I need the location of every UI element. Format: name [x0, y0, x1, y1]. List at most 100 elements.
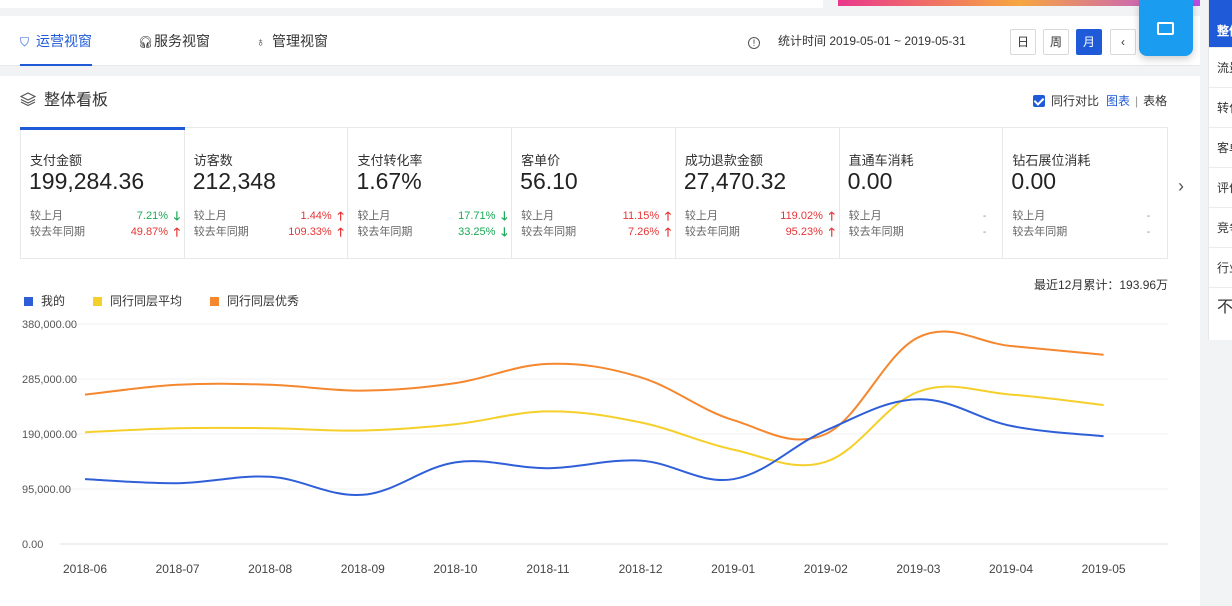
mom-compare: 较上月 17.71% 🡓	[357, 209, 507, 223]
side-nav-item[interactable]: 转化	[1209, 88, 1232, 128]
tab-service-label: 服务视窗	[154, 33, 210, 49]
medal-icon: ♁	[256, 35, 265, 49]
side-nav: 整体 流量 转化 客单 评价 竞争 行业 不	[1208, 0, 1232, 340]
yoy-compare: 较去年同期 -	[849, 225, 995, 239]
prev-period-button[interactable]: ‹	[1110, 29, 1136, 55]
metric-card[interactable]: 支付转化率 1.67% 较上月 17.71% 🡓 较去年同期 33.25% 🡓	[348, 128, 513, 258]
tab-management[interactable]: ♁ 管理视窗	[256, 16, 328, 66]
chart-view-link[interactable]: 图表	[1106, 94, 1131, 108]
metric-card[interactable]: 支付金额 199,284.36 较上月 7.21% 🡓 较去年同期 49.87% 🡑	[20, 127, 185, 258]
mom-compare: 较上月 119.02% 🡑	[684, 209, 835, 223]
data-point[interactable]	[912, 393, 924, 405]
metric-value: 1.67%	[356, 168, 422, 194]
yoy-compare: 较去年同期 7.26% 🡑	[521, 225, 671, 239]
arrow-down-icon: 🡓	[501, 209, 508, 223]
tab-management-label: 管理视窗	[272, 33, 328, 49]
x-tick-label: 2018-10	[433, 562, 477, 576]
metric-card[interactable]: 成功退款金额 27,470.32 较上月 119.02% 🡑 较去年同期 95.23% 🡑	[676, 128, 840, 258]
data-point[interactable]	[357, 385, 369, 397]
data-point[interactable]	[264, 471, 276, 483]
yoy-compare: 较去年同期 33.25% 🡓	[357, 225, 507, 239]
chat-button[interactable]	[1139, 0, 1193, 56]
data-point[interactable]	[1005, 389, 1017, 401]
data-point[interactable]	[79, 473, 91, 485]
mom-label: 较上月	[1012, 210, 1046, 222]
data-point[interactable]	[264, 422, 276, 434]
data-point[interactable]	[912, 331, 924, 343]
yoy-label: 较去年同期	[193, 226, 249, 238]
data-point[interactable]	[79, 389, 91, 401]
arrow-up-icon: 🡑	[828, 225, 835, 239]
tab-service[interactable]: 🎧︎服务视窗	[138, 16, 210, 66]
yoy-compare: 较去年同期 95.23% 🡑	[685, 225, 835, 239]
mom-label: 较上月	[848, 210, 882, 222]
data-point[interactable]	[542, 462, 554, 474]
mom-label: 较上月	[684, 210, 718, 222]
legend-label: 同行同层平均	[110, 294, 183, 308]
x-tick-label: 2018-08	[248, 562, 292, 576]
legend-item[interactable]: 同行同层平均	[93, 292, 182, 309]
mom-value: 11.15%	[622, 210, 660, 222]
legend-swatch	[24, 297, 33, 306]
legend-swatch	[210, 297, 220, 306]
data-point[interactable]	[172, 422, 184, 434]
data-point[interactable]	[820, 425, 832, 437]
data-point[interactable]	[1005, 340, 1017, 352]
metric-card[interactable]: 访客数 212,348 较上月 1.44% 🡑 较去年同期 109.33% 🡑	[185, 128, 349, 258]
table-view-link[interactable]: 表格	[1143, 94, 1168, 108]
tab-operations[interactable]: ⛉ 运营视窗	[20, 16, 92, 66]
chevron-right-icon[interactable]: ›	[1178, 176, 1184, 196]
side-nav-item[interactable]: 行业	[1209, 248, 1232, 288]
info-icon[interactable]: !	[748, 37, 760, 49]
period-week-button[interactable]: 周	[1043, 29, 1069, 55]
data-point[interactable]	[1098, 349, 1110, 361]
data-point[interactable]	[172, 477, 184, 489]
mom-value: 7.21%	[136, 210, 168, 222]
data-point[interactable]	[727, 473, 739, 485]
side-nav-item[interactable]: 竞争	[1209, 208, 1232, 248]
data-point[interactable]	[727, 414, 739, 426]
data-point[interactable]	[1005, 420, 1017, 432]
arrow-up-icon: 🡑	[664, 225, 672, 239]
data-point[interactable]	[542, 405, 554, 417]
data-point[interactable]	[449, 456, 461, 468]
data-point[interactable]	[1098, 399, 1110, 411]
data-point[interactable]	[542, 358, 554, 370]
mom-value: -	[1146, 210, 1151, 222]
data-point[interactable]	[727, 444, 739, 456]
data-point[interactable]	[172, 379, 184, 391]
period-day-button[interactable]: 日	[1010, 29, 1036, 55]
data-point[interactable]	[635, 371, 647, 383]
side-nav-item[interactable]: 整体	[1209, 0, 1232, 48]
side-nav-item[interactable]: 客单	[1209, 128, 1232, 168]
metric-label: 支付金额	[30, 153, 83, 168]
data-point[interactable]	[1098, 430, 1110, 442]
x-tick-label: 2018-07	[156, 562, 200, 576]
compare-checkbox[interactable]	[1033, 95, 1045, 107]
data-point[interactable]	[449, 418, 461, 430]
data-point[interactable]	[357, 489, 369, 501]
legend-item[interactable]: 我的	[24, 292, 65, 309]
view-tab-bar: ⛉ 运营视窗 🎧︎服务视窗 ♁ 管理视窗 ! 统计时间 2019-05-01 ~ 20…	[0, 16, 1200, 66]
x-tick-label: 2019-04	[989, 562, 1033, 576]
period-month-button[interactable]: 月	[1076, 29, 1102, 55]
data-point[interactable]	[449, 377, 461, 389]
promo-banner[interactable]	[838, 0, 1200, 6]
metric-card[interactable]: 直通车消耗 0.00 较上月 - 较去年同期 -	[840, 128, 1004, 258]
side-nav-item[interactable]: 流量	[1209, 48, 1232, 88]
metric-card[interactable]: 钻石展位消耗 0.00 较上月 - 较去年同期 -	[1003, 128, 1167, 258]
metric-value: 199,284.36	[29, 168, 145, 194]
data-point[interactable]	[820, 456, 832, 468]
mom-label: 较上月	[357, 210, 391, 222]
data-point[interactable]	[635, 416, 647, 428]
x-tick-label: 2018-09	[341, 562, 385, 576]
x-tick-label: 2018-12	[619, 562, 663, 576]
side-nav-item[interactable]: 不	[1217, 299, 1232, 316]
data-point[interactable]	[264, 379, 276, 391]
data-point[interactable]	[79, 426, 91, 438]
side-nav-item[interactable]: 评价	[1209, 168, 1232, 208]
legend-item[interactable]: 同行同层优秀	[210, 292, 299, 309]
data-point[interactable]	[635, 455, 647, 467]
data-point[interactable]	[357, 425, 369, 437]
metric-card[interactable]: 客单价 56.10 较上月 11.15% 🡑 较去年同期 7.26% 🡑	[512, 128, 676, 258]
